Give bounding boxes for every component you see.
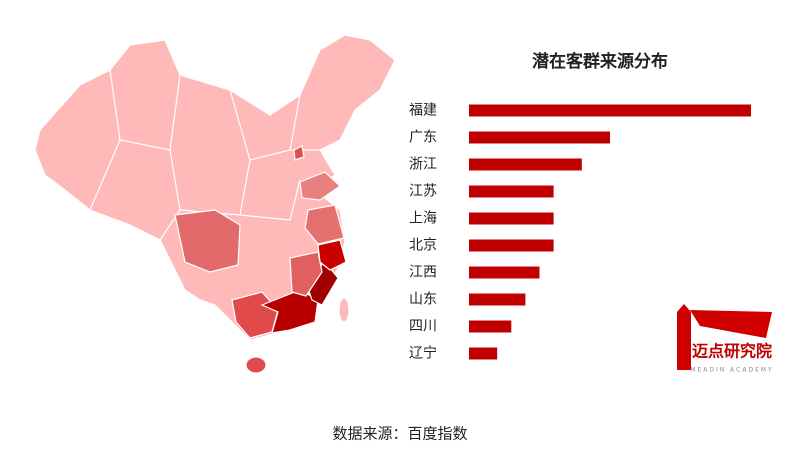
logo-name: 迈点研究院 [692,342,772,361]
category-label: 广东 [409,130,437,146]
category-label: 辽宁 [409,345,437,362]
bar [469,185,554,198]
category-label: 山东 [409,292,437,308]
category-label: 江苏 [409,184,437,200]
bar [469,158,582,171]
logo: 迈点研究院 MEADIN ACADEMY [677,304,773,374]
bar [469,266,540,279]
category-label: 四川 [409,319,437,335]
bar [469,239,554,252]
category-label: 浙江 [409,157,437,173]
bar [469,347,498,360]
chart-title: 潜在客群来源分布 [532,51,668,72]
category-label: 福建 [409,103,437,119]
logo-flag [690,310,772,338]
category-label: 上海 [409,211,437,227]
logo-subtitle: MEADIN ACADEMY [690,367,773,374]
source-note: 数据来源：百度指数 [332,425,467,443]
category-label: 江西 [409,265,437,281]
bar [469,293,526,306]
bar [469,131,610,144]
bar [469,104,751,117]
logo-tower [677,304,691,370]
china-map [34,34,396,374]
bar [469,320,512,333]
bar [469,212,554,225]
category-label: 北京 [409,238,437,254]
